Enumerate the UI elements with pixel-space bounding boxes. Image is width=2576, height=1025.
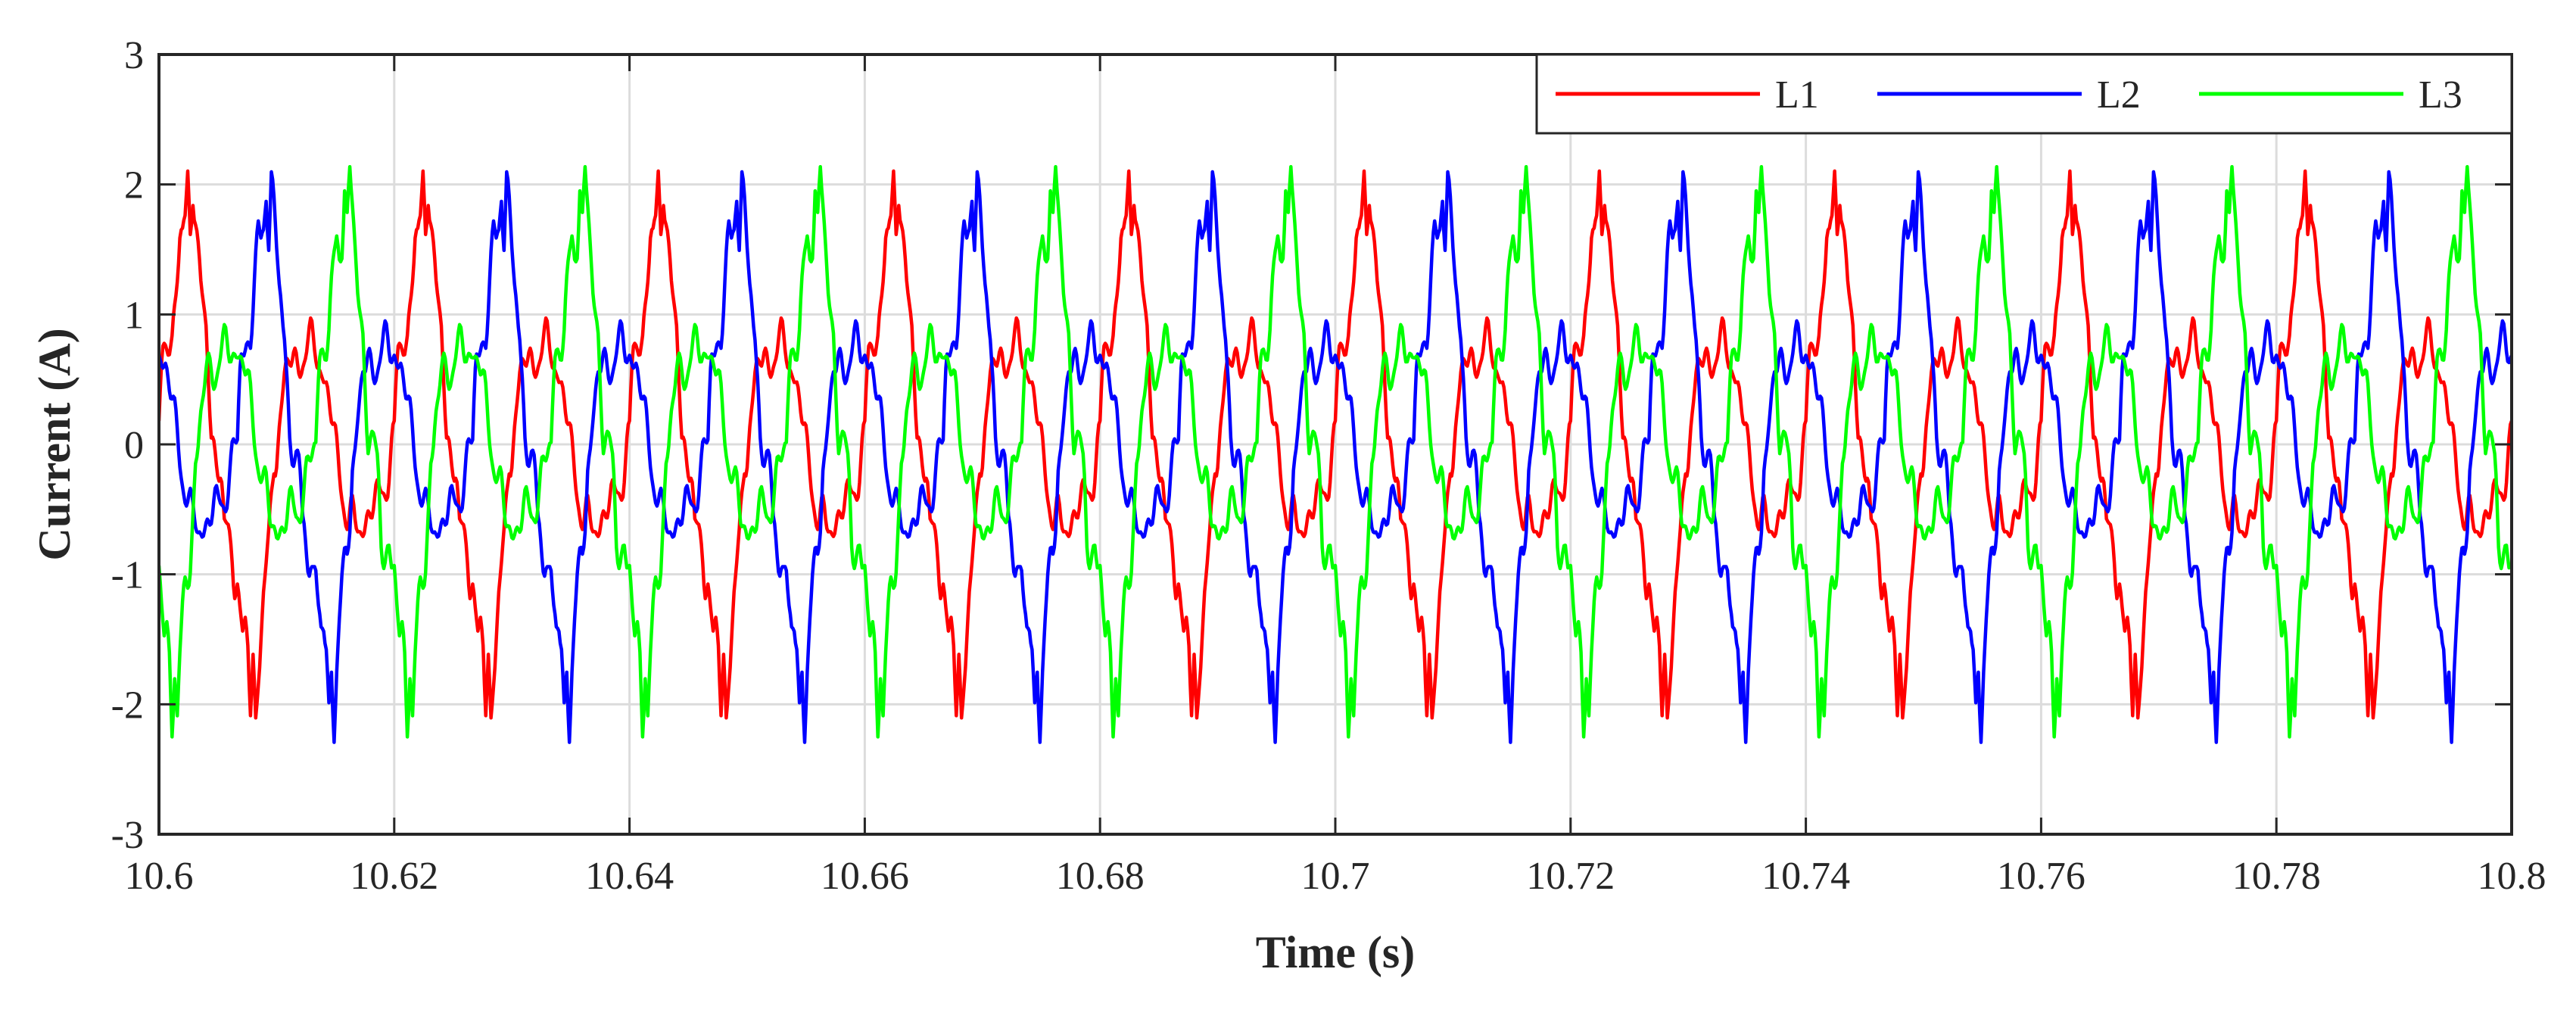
x-tick-label: 10.7 — [1301, 855, 1370, 898]
y-tick-label: 2 — [124, 164, 144, 207]
x-tick-label: 10.76 — [1997, 855, 2085, 898]
axis-tick-labels: 10.6 10.62 10.64 10.66 10.68 10.7 10.72 10.74 10… — [111, 34, 2546, 898]
y-axis-label: Current (A) — [30, 328, 79, 560]
legend-label-l1: L1 — [1775, 73, 1819, 117]
y-tick-label: -2 — [111, 684, 144, 727]
x-tick-label: 10.66 — [821, 855, 909, 898]
y-tick-label: -3 — [111, 814, 144, 857]
legend: L1 L2 L3 — [1535, 53, 2513, 135]
x-tick-label: 10.78 — [2232, 855, 2321, 898]
y-tick-label: 3 — [124, 34, 144, 77]
x-tick-label: 10.6 — [125, 855, 194, 898]
x-tick-label: 10.68 — [1056, 855, 1145, 898]
series-line-l1 — [159, 169, 2512, 720]
x-axis-label: Time (s) — [1256, 927, 1416, 977]
y-tick-label: 1 — [124, 294, 144, 337]
y-tick-label: -1 — [111, 554, 144, 597]
x-tick-label: 10.8 — [2478, 855, 2546, 898]
x-tick-label: 10.72 — [1526, 855, 1615, 898]
legend-label-l2: L2 — [2097, 73, 2141, 117]
series-line-l2 — [159, 170, 2512, 744]
series-line-l3 — [159, 164, 2512, 739]
series-layer — [159, 164, 2512, 744]
y-tick-label: 0 — [124, 424, 144, 467]
x-tick-label: 10.64 — [585, 855, 674, 898]
x-tick-label: 10.74 — [1761, 855, 1850, 898]
legend-label-l3: L3 — [2419, 73, 2462, 117]
x-tick-label: 10.62 — [350, 855, 438, 898]
